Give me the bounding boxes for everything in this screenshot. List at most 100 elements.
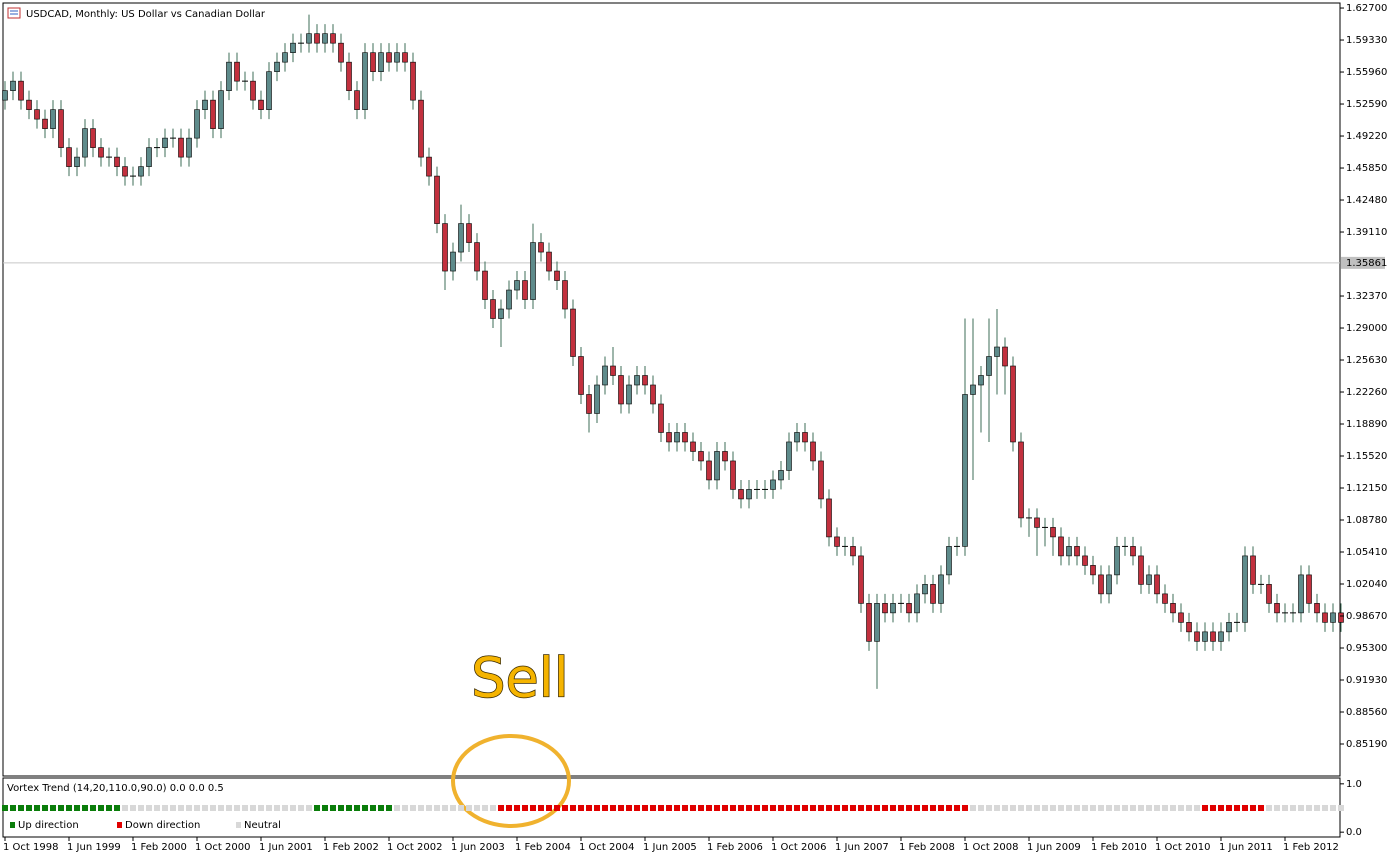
- y-tick-label: 1.39110: [1346, 227, 1387, 238]
- trend-dot: [698, 805, 704, 811]
- trend-dot: [1098, 805, 1104, 811]
- trend-dot: [1330, 805, 1336, 811]
- candle-body: [1274, 603, 1280, 614]
- y-tick-label: 1.18890: [1346, 419, 1387, 430]
- trend-dot: [754, 805, 760, 811]
- trend-dot: [402, 805, 408, 811]
- trend-dot: [410, 805, 416, 811]
- candle-body: [834, 536, 840, 547]
- trend-dot: [1290, 805, 1296, 811]
- x-tick-label: 1 Feb 2004: [515, 842, 571, 853]
- candle-body: [458, 223, 464, 253]
- x-tick-label: 1 Jun 2007: [835, 842, 889, 853]
- candle-body: [522, 280, 528, 300]
- candle-body: [1066, 546, 1072, 557]
- trend-dot: [930, 805, 936, 811]
- candle-body: [642, 375, 648, 386]
- y-tick-label: 0.95300: [1346, 643, 1387, 654]
- candle-body: [778, 470, 784, 481]
- trend-dot: [714, 805, 720, 811]
- trend-dot: [842, 805, 848, 811]
- indicator-title: Vortex Trend (14,20,110.0,90.0) 0.0 0.0 …: [7, 783, 224, 794]
- candle-body: [226, 61, 232, 91]
- candle-body: [626, 384, 632, 405]
- candle-body: [354, 90, 360, 110]
- candle-body: [234, 61, 240, 82]
- trend-dot: [1114, 805, 1120, 811]
- trend-dot: [970, 805, 976, 811]
- trend-dot: [114, 805, 120, 811]
- y-tick-label: 1.59330: [1346, 35, 1387, 46]
- y-tick-label: 0.88560: [1346, 707, 1387, 718]
- trend-dot: [1162, 805, 1168, 811]
- trend-dot: [874, 805, 880, 811]
- candle-body: [1178, 612, 1184, 623]
- candle-body: [146, 147, 152, 167]
- y-tick-label: 0.98670: [1346, 611, 1387, 622]
- candle-body: [794, 432, 800, 443]
- candle-body: [1218, 631, 1224, 642]
- trend-dot: [42, 805, 48, 811]
- candle-body: [554, 270, 560, 281]
- candle-body: [218, 90, 224, 129]
- candle-body: [1226, 622, 1232, 633]
- candle-body: [426, 156, 432, 177]
- trend-dot: [370, 805, 376, 811]
- trend-dot: [474, 805, 480, 811]
- candle-body: [50, 109, 56, 129]
- trend-dot: [226, 805, 232, 811]
- candle-body: [1170, 603, 1176, 614]
- trend-dot: [978, 805, 984, 811]
- candle-body: [1098, 574, 1104, 595]
- candle-body: [1050, 527, 1056, 538]
- candle-body: [18, 80, 24, 101]
- trend-dot: [522, 805, 528, 811]
- candle-body: [1034, 517, 1040, 528]
- candle-body: [250, 80, 256, 101]
- trend-dot: [626, 805, 632, 811]
- trend-dot: [194, 805, 200, 811]
- candle-body: [538, 242, 544, 253]
- legend-swatch: [236, 822, 241, 828]
- trend-dot: [594, 805, 600, 811]
- candle-body: [882, 603, 888, 614]
- candle-body: [962, 394, 968, 547]
- candle-body: [1306, 574, 1312, 604]
- chart-icon: [7, 7, 21, 19]
- candle-body: [1010, 365, 1016, 443]
- trend-dot: [738, 805, 744, 811]
- candle-body: [58, 109, 64, 148]
- trend-dot: [482, 805, 488, 811]
- trend-dot: [458, 805, 464, 811]
- trend-dot: [218, 805, 224, 811]
- trend-dot: [34, 805, 40, 811]
- trend-dot: [418, 805, 424, 811]
- candle-body: [1314, 603, 1320, 614]
- trend-dot: [986, 805, 992, 811]
- trend-dot: [770, 805, 776, 811]
- candle-body: [1298, 574, 1304, 614]
- trend-dot: [434, 805, 440, 811]
- trend-dot: [690, 805, 696, 811]
- y-tick-label: 1.0: [1346, 779, 1362, 790]
- trend-dot: [306, 805, 312, 811]
- trend-dot: [1010, 805, 1016, 811]
- trend-dot: [490, 805, 496, 811]
- trend-dot: [802, 805, 808, 811]
- candle-body: [90, 128, 96, 148]
- candle-body: [98, 147, 104, 158]
- trend-dot: [602, 805, 608, 811]
- candle-body: [66, 147, 72, 167]
- trend-dot: [298, 805, 304, 811]
- y-tick-label: 1.15520: [1346, 451, 1387, 462]
- x-tick-label: 1 Oct 2004: [579, 842, 634, 853]
- trend-dot: [162, 805, 168, 811]
- trend-dot: [130, 805, 136, 811]
- candle-body: [602, 365, 608, 386]
- candle-body: [618, 375, 624, 405]
- trend-dot: [26, 805, 32, 811]
- candle-body: [394, 52, 400, 63]
- x-tick-label: 1 Jun 2003: [451, 842, 505, 853]
- trend-dot: [546, 805, 552, 811]
